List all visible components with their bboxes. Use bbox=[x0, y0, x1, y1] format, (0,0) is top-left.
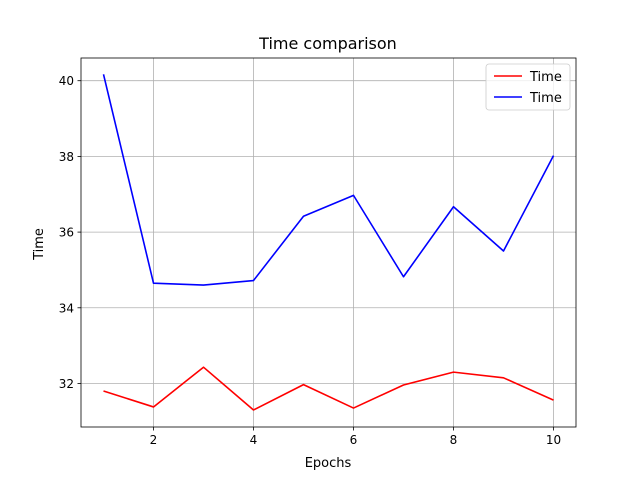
legend-label-2: Time bbox=[529, 91, 562, 106]
plot-frame bbox=[80, 57, 577, 428]
series-line-2 bbox=[102, 74, 555, 286]
x-tick-label: 4 bbox=[250, 433, 258, 447]
legend-label-1: Time bbox=[529, 70, 562, 85]
y-tick-label: 32 bbox=[59, 377, 74, 391]
y-tick-label: 38 bbox=[59, 150, 74, 164]
legend: Time Time bbox=[485, 63, 571, 111]
x-axis-label: Epochs bbox=[305, 456, 352, 471]
y-tick-label: 40 bbox=[59, 74, 74, 88]
x-tick-label: 6 bbox=[350, 433, 358, 447]
series-line-1 bbox=[103, 366, 554, 411]
x-tick-label: 10 bbox=[546, 433, 561, 447]
series-group bbox=[102, 74, 555, 411]
y-axis-label: Time bbox=[32, 228, 47, 261]
chart-title: Time comparison bbox=[258, 34, 397, 53]
x-tick-label: 2 bbox=[150, 433, 158, 447]
x-tick-label: 8 bbox=[450, 433, 458, 447]
axis-ticks: 2 4 6 8 10 32 34 36 38 40 bbox=[59, 74, 561, 447]
y-tick-label: 36 bbox=[59, 226, 74, 240]
y-tick-label: 34 bbox=[59, 301, 74, 315]
